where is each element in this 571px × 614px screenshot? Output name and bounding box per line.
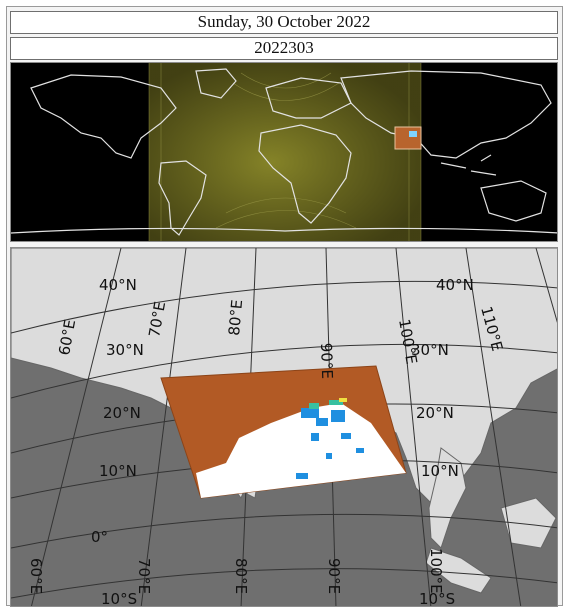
observation-swath bbox=[394, 126, 422, 150]
lon-label-100e-bottom: 100°E bbox=[427, 548, 445, 594]
lat-label-20n: 20°N bbox=[103, 404, 141, 422]
lon-label-70e: 70°E bbox=[145, 300, 169, 339]
regional-map-icon: 40°N 30°N 20°N 10°N 0° 10°S 40°N 30°N 20… bbox=[11, 248, 557, 607]
lon-label-80e-bottom: 80°E bbox=[232, 558, 250, 594]
lat-label-10n: 10°N bbox=[99, 462, 137, 480]
lat-label-10s-right: 10°S bbox=[419, 590, 455, 607]
lat-label-20n-right: 20°N bbox=[416, 404, 454, 422]
lat-label-40n: 40°N bbox=[99, 276, 137, 294]
date-code-label: 2022303 bbox=[10, 37, 558, 60]
lat-label-10n-right: 10°N bbox=[421, 462, 459, 480]
lat-label-30n-right: 30°N bbox=[411, 341, 449, 359]
regional-map: 40°N 30°N 20°N 10°N 0° 10°S 40°N 30°N 20… bbox=[10, 247, 558, 607]
lon-label-60e: 60°E bbox=[55, 318, 79, 357]
world-map-icon bbox=[11, 63, 557, 241]
world-overview-map bbox=[10, 62, 558, 242]
lat-label-30n: 30°N bbox=[106, 341, 144, 359]
lat-label-10s: 10°S bbox=[101, 590, 137, 607]
lat-label-0: 0° bbox=[91, 528, 108, 546]
lon-label-90e: 90°E bbox=[317, 343, 336, 380]
lon-label-90e-bottom: 90°E bbox=[325, 558, 343, 594]
lon-label-70e-bottom: 70°E bbox=[135, 558, 153, 594]
lon-label-80e: 80°E bbox=[225, 299, 246, 337]
daylight-region bbox=[149, 63, 421, 241]
date-label: Sunday, 30 October 2022 bbox=[10, 11, 558, 34]
data-swath bbox=[160, 365, 407, 499]
lon-label-60e-bottom: 60°E bbox=[27, 558, 45, 594]
lat-label-40n-right: 40°N bbox=[436, 276, 474, 294]
